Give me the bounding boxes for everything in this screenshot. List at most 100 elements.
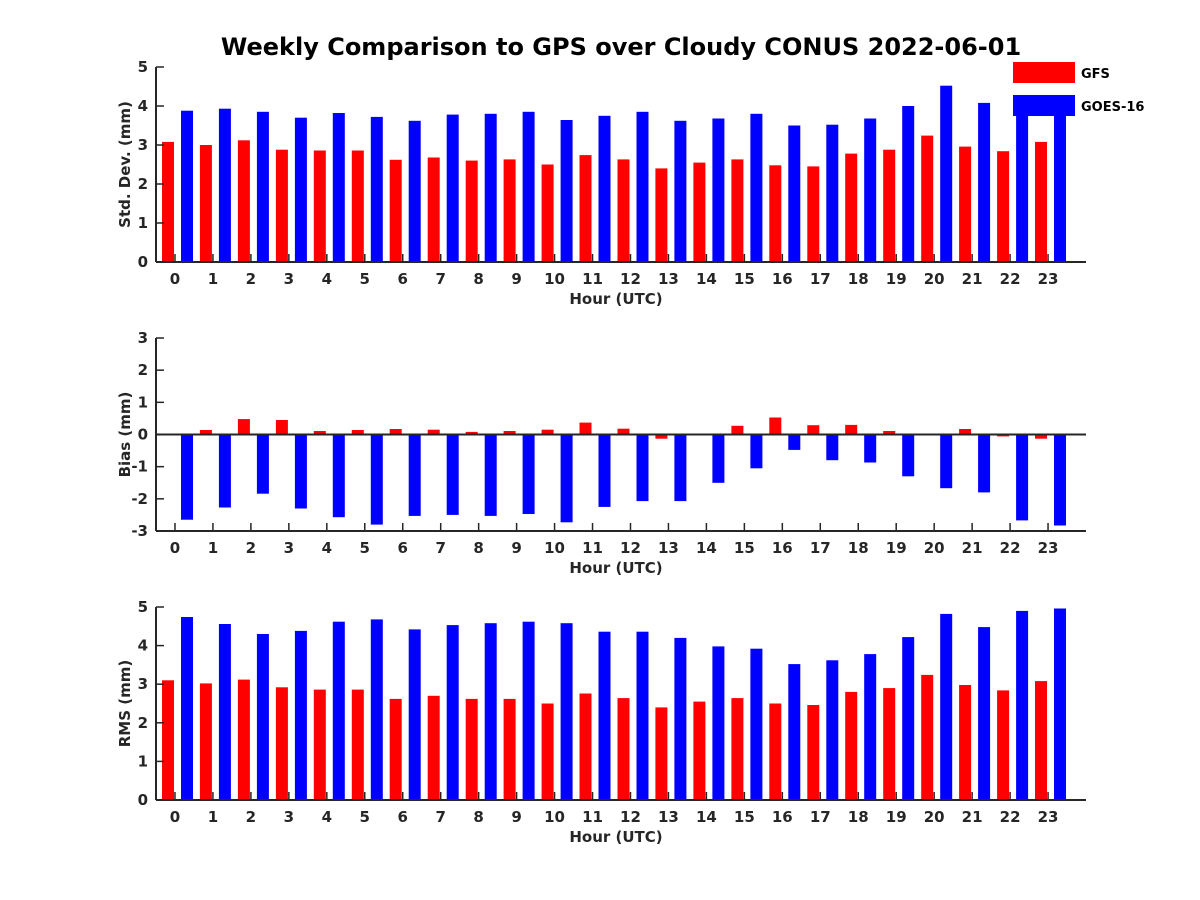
- x-tick-label: 16: [772, 539, 793, 557]
- bar-gfs-13: [655, 168, 668, 262]
- bar-goes16-9: [522, 434, 535, 514]
- x-tick-label: 2: [246, 539, 256, 557]
- x-tick-label: 17: [810, 808, 831, 826]
- bar-gfs-3: [275, 687, 288, 800]
- bar-gfs-18: [845, 691, 858, 800]
- bar-goes16-5: [370, 619, 383, 800]
- bar-goes16-11: [598, 434, 611, 507]
- y-axis-label: RMS (mm): [116, 660, 134, 747]
- x-tick-label: 11: [582, 808, 603, 826]
- bar-goes16-19: [902, 637, 915, 800]
- bar-goes16-6: [408, 120, 421, 262]
- x-tick-label: 17: [810, 270, 831, 288]
- x-tick-label: 9: [511, 270, 521, 288]
- x-tick-label: 10: [544, 270, 565, 288]
- bar-gfs-20: [921, 674, 934, 800]
- bar-gfs-22: [997, 151, 1010, 262]
- x-tick-label: 19: [886, 539, 907, 557]
- bar-goes16-19: [902, 106, 915, 262]
- y-tick-label: 3: [138, 675, 148, 693]
- y-tick-label: 3: [138, 136, 148, 154]
- x-tick-label: 14: [696, 808, 717, 826]
- bar-goes16-1: [218, 434, 231, 508]
- bar-gfs-21: [959, 429, 972, 435]
- bar-goes16-16: [788, 434, 801, 450]
- bar-goes16-14: [712, 434, 725, 483]
- bar-gfs-5: [351, 430, 364, 435]
- chart-title: Weekly Comparison to GPS over Cloudy CON…: [221, 33, 1021, 61]
- x-tick-label: 6: [398, 808, 408, 826]
- x-tick-label: 1: [208, 539, 218, 557]
- bar-goes16-13: [674, 434, 687, 502]
- x-tick-label: 23: [1038, 270, 1059, 288]
- x-axis-label: Hour (UTC): [569, 559, 662, 577]
- bar-goes16-0: [181, 434, 193, 520]
- bar-goes16-0: [181, 617, 193, 800]
- bar-gfs-2: [237, 419, 250, 435]
- x-tick-label: 11: [582, 539, 603, 557]
- bar-gfs-11: [579, 155, 592, 262]
- x-tick-label: 16: [772, 270, 793, 288]
- x-tick-label: 22: [1000, 808, 1021, 826]
- x-tick-label: 6: [398, 270, 408, 288]
- x-tick-label: 12: [620, 270, 641, 288]
- bar-gfs-10: [541, 164, 554, 262]
- bar-goes16-19: [902, 434, 915, 477]
- x-tick-label: 10: [544, 808, 565, 826]
- bar-gfs-2: [237, 679, 250, 800]
- bar-goes16-16: [788, 664, 801, 800]
- y-tick-label: 1: [138, 393, 148, 411]
- x-tick-label: 22: [1000, 539, 1021, 557]
- x-tick-label: 11: [582, 270, 603, 288]
- bar-gfs-23: [1035, 681, 1047, 800]
- bar-gfs-6: [389, 698, 402, 800]
- x-axis-label: Hour (UTC): [569, 828, 662, 846]
- x-tick-label: 3: [284, 539, 294, 557]
- bar-gfs-21: [959, 146, 972, 262]
- bar-gfs-4: [313, 689, 326, 800]
- legend-label-goes16: GOES-16: [1081, 100, 1144, 115]
- y-tick-label: 4: [138, 637, 148, 655]
- bar-goes16-22: [1016, 102, 1029, 263]
- x-tick-label: 8: [473, 270, 483, 288]
- bar-goes16-6: [408, 434, 421, 516]
- bar-gfs-11: [579, 422, 592, 435]
- bar-gfs-18: [845, 424, 858, 435]
- y-tick-label: 0: [138, 253, 148, 271]
- bar-goes16-15: [750, 434, 763, 469]
- bar-goes16-7: [446, 625, 459, 800]
- x-tick-label: 1: [208, 808, 218, 826]
- x-tick-label: 12: [620, 808, 641, 826]
- y-axis-label: Bias (mm): [116, 392, 134, 478]
- bar-gfs-13: [655, 707, 668, 800]
- bar-goes16-7: [446, 434, 459, 515]
- bar-goes16-18: [864, 654, 877, 800]
- x-tick-label: 9: [511, 539, 521, 557]
- x-tick-label: 23: [1038, 808, 1059, 826]
- x-tick-label: 21: [962, 270, 983, 288]
- bar-gfs-6: [389, 159, 402, 262]
- bar-gfs-0: [162, 680, 174, 800]
- bar-goes16-10: [560, 434, 573, 523]
- bar-gfs-6: [389, 429, 402, 435]
- bar-goes16-14: [712, 646, 725, 800]
- bar-gfs-12: [617, 428, 630, 435]
- x-tick-label: 5: [360, 539, 370, 557]
- bar-goes16-10: [560, 623, 573, 800]
- x-tick-label: 7: [435, 539, 445, 557]
- bar-gfs-17: [807, 425, 820, 435]
- bar-gfs-14: [693, 162, 706, 262]
- x-tick-label: 2: [246, 808, 256, 826]
- bar-goes16-4: [332, 621, 345, 800]
- bar-goes16-3: [294, 434, 307, 509]
- x-tick-label: 7: [435, 808, 445, 826]
- bar-goes16-12: [636, 631, 649, 800]
- bar-gfs-7: [427, 157, 440, 262]
- bar-goes16-5: [370, 434, 383, 525]
- bar-gfs-9: [503, 159, 516, 262]
- bar-goes16-5: [370, 116, 383, 263]
- bar-goes16-21: [978, 102, 991, 263]
- bar-goes16-4: [332, 113, 345, 262]
